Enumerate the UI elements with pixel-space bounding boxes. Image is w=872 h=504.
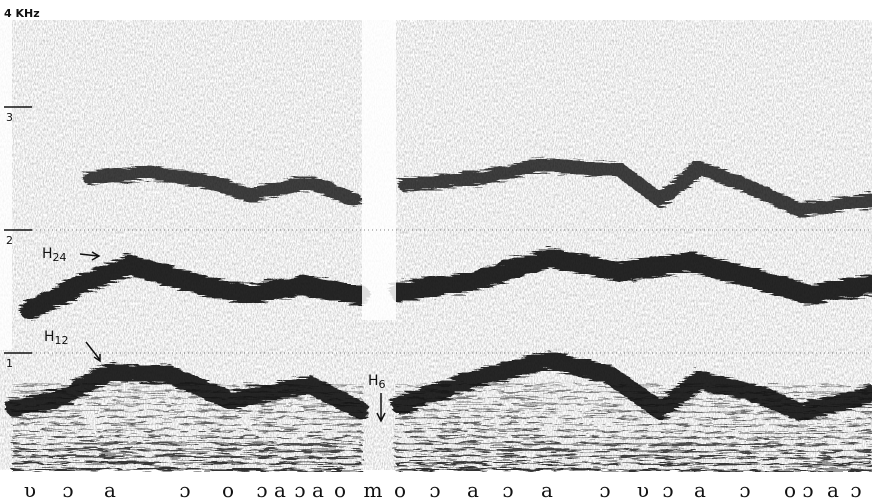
annotation-h12: H12: [44, 329, 101, 363]
harmonic-line: [11, 390, 872, 394]
formant-band: [20, 254, 370, 320]
phonetic-symbol: ɔ: [62, 478, 73, 502]
harmonic-line: [11, 396, 872, 401]
phonetic-symbol: a: [104, 478, 116, 502]
harmonic-line: [11, 454, 872, 459]
harmonic-line: [11, 422, 872, 427]
harmonic-line: [11, 429, 872, 433]
harmonic-line: [11, 383, 872, 388]
harmonic-line: [11, 403, 872, 407]
annotation-label: H12: [44, 329, 69, 347]
phonetic-symbol: o: [334, 478, 346, 502]
tick-label: 1: [6, 357, 13, 370]
spectrogram: [0, 20, 872, 504]
annotation-h6: H6: [368, 373, 386, 423]
harmonic-line: [11, 461, 872, 466]
phonetic-symbol: o: [784, 478, 796, 502]
annotation-label: H6: [368, 373, 386, 391]
annotation-h24: H24: [42, 246, 101, 264]
harmonic-line: [11, 435, 872, 440]
formant-band: [398, 157, 872, 218]
phonetic-symbol: ɔ: [599, 478, 610, 502]
phonetic-symbol: m: [364, 478, 383, 502]
phonetic-symbol: ɔ: [429, 478, 440, 502]
harmonic-line: [11, 416, 872, 420]
formant-band: [83, 164, 362, 207]
formants: [6, 157, 872, 472]
phonetic-symbol: a: [694, 478, 706, 502]
phonetic-symbol: υ: [24, 478, 36, 502]
frequency-ticks: 3 2 1: [4, 106, 872, 370]
phonetic-symbol: o: [222, 478, 234, 502]
tick-label: 3: [6, 111, 13, 124]
arrow: [79, 251, 101, 261]
texture: [0, 20, 872, 470]
harmonic-line: [11, 448, 872, 453]
bottom-margin: [0, 472, 872, 504]
phonetic-symbol: ɔ: [294, 478, 305, 502]
top-frequency-label: 4 KHz: [4, 7, 40, 20]
phonetic-symbol: ɔ: [850, 478, 861, 502]
formant-band: [390, 247, 872, 306]
harmonic-line: [11, 409, 872, 414]
annotation-label: H24: [42, 246, 67, 264]
phonetic-symbol: a: [541, 478, 553, 502]
tick-label: 2: [6, 234, 13, 247]
phonetic-symbol: ɔ: [802, 478, 813, 502]
arrow: [85, 341, 101, 363]
phonetic-symbol: ɔ: [256, 478, 267, 502]
noise-field: [0, 20, 872, 470]
phonetic-symbol: ɔ: [739, 478, 750, 502]
phonetic-symbol: ɔ: [502, 478, 513, 502]
phonetic-symbol: ɔ: [662, 478, 673, 502]
phonetic-symbol: ɔ: [179, 478, 190, 502]
phonetic-symbol: a: [274, 478, 286, 502]
phonetic-symbol: υ: [637, 478, 649, 502]
left-margin: [0, 20, 12, 350]
phonetic-symbol: a: [827, 478, 839, 502]
phonetic-symbol: a: [467, 478, 479, 502]
harmonic-line: [11, 441, 872, 446]
phonetic-symbol: o: [394, 478, 406, 502]
arrow: [376, 393, 386, 423]
silence-gap: [362, 20, 396, 320]
phonetic-symbol: a: [312, 478, 324, 502]
harmonic-line: [11, 467, 872, 472]
